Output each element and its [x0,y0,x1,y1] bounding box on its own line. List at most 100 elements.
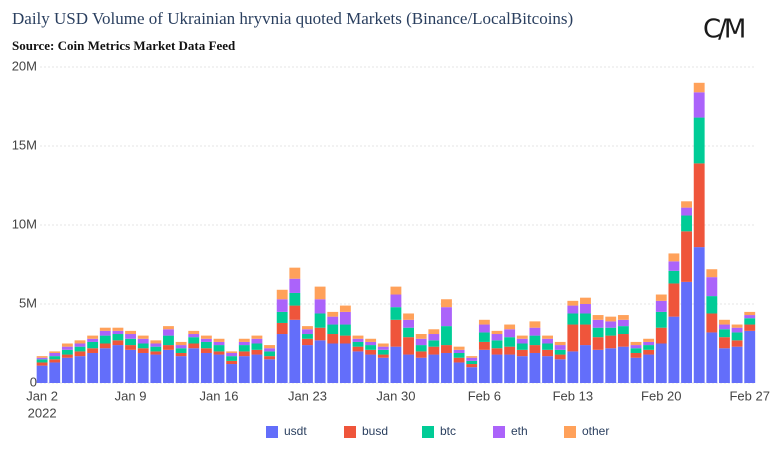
legend-label: usdt [284,424,307,438]
bar-segment [276,322,288,335]
bar-segment [504,337,516,347]
bar-segment [529,327,541,336]
bar-segment [289,319,301,383]
bar-segment [516,338,528,344]
bar-segment [276,289,288,300]
bar-segment [99,335,111,344]
bar-segment [731,346,743,383]
bar-segment [365,338,377,342]
bar-segment [150,346,162,352]
bar-segment [200,335,212,339]
x-tick-label: Jan 23 [288,388,327,403]
bar-segment [188,348,200,383]
bar-segment [150,354,162,383]
legend-swatch [493,426,505,438]
bar-segment [706,296,718,314]
bar-segment [529,352,541,383]
bar-segment [213,354,225,383]
bar-segment [390,286,402,295]
bar-segment [61,346,73,350]
bar-segment [327,311,339,317]
bar-segment [175,348,187,353]
bar-segment [112,330,124,335]
bar-segment [352,338,364,342]
bar-segment [137,348,149,353]
bar-segment [276,299,288,312]
bar-segment [289,267,301,279]
logo: C/M [703,15,744,45]
bar-segment [478,341,490,350]
bar-segment [289,278,301,293]
bar-segment [302,338,313,346]
legend-swatch [422,426,434,438]
bar-segment [554,345,566,350]
bar-segment [163,329,174,336]
bar-segment [466,367,478,383]
bar-segment [580,324,591,346]
bar-segment [289,305,301,320]
bar-segment [706,269,718,278]
bar-segment [200,341,212,349]
bar-segment [403,337,414,355]
bar-segment [428,340,440,347]
bar-segment [314,299,326,314]
legend-label: eth [511,424,528,438]
bar-segment [377,349,389,355]
bar-segment [453,362,465,383]
bar-segment [314,340,326,383]
bar-segment [529,335,541,346]
bar-segment [36,365,48,383]
bar-segment [226,351,238,353]
bar-segment [542,335,553,339]
bar-segment [630,345,642,349]
bar-segment [478,324,490,333]
bar-segment [163,345,174,350]
bar-segment [617,326,629,335]
bar-segment [61,349,73,355]
bar-segment [365,349,377,355]
bar-segment [668,270,680,284]
bar-segment [251,338,263,344]
x-tick-label: Feb 20 [641,388,681,403]
bar-segment [491,348,503,355]
bar-segment [200,338,212,342]
bar-segment [428,329,440,335]
bar-segment [668,253,680,262]
bar-segment [592,349,604,383]
bar-segment [415,334,427,339]
bar-segment [415,345,427,352]
bar-segment [719,337,730,349]
bar-segment [365,341,377,346]
bar-segment [428,346,440,355]
bar-segment [327,324,339,335]
bar-segment [693,117,705,164]
bar-segment [592,337,604,350]
bar-segment [302,345,313,383]
bar-segment [352,341,364,347]
bar-segment [453,349,465,353]
bar-segment [150,340,162,344]
bar-segment [276,334,288,383]
bar-segment [251,335,263,339]
bar-segment [137,352,149,383]
bar-segment [352,351,364,383]
bar-segment [693,82,705,93]
bar-segment [706,277,718,297]
bar-segment [415,338,427,346]
bar-segment [390,307,402,320]
bar-segment [542,356,553,383]
bar-segment [441,352,452,383]
bar-segment [516,343,528,350]
bar-segment [491,330,503,335]
bar-segment [567,300,579,306]
bar-segment [630,341,642,346]
bar-segment [744,330,756,383]
bar-segment [264,348,275,352]
bar-segment [276,311,288,323]
bar-segment [175,356,187,383]
bar-segment [491,334,503,341]
bar-segment [693,163,705,248]
bar-segment [188,337,200,344]
x-tick-sublabel: 2022 [28,405,57,420]
bar-segment [163,326,174,330]
